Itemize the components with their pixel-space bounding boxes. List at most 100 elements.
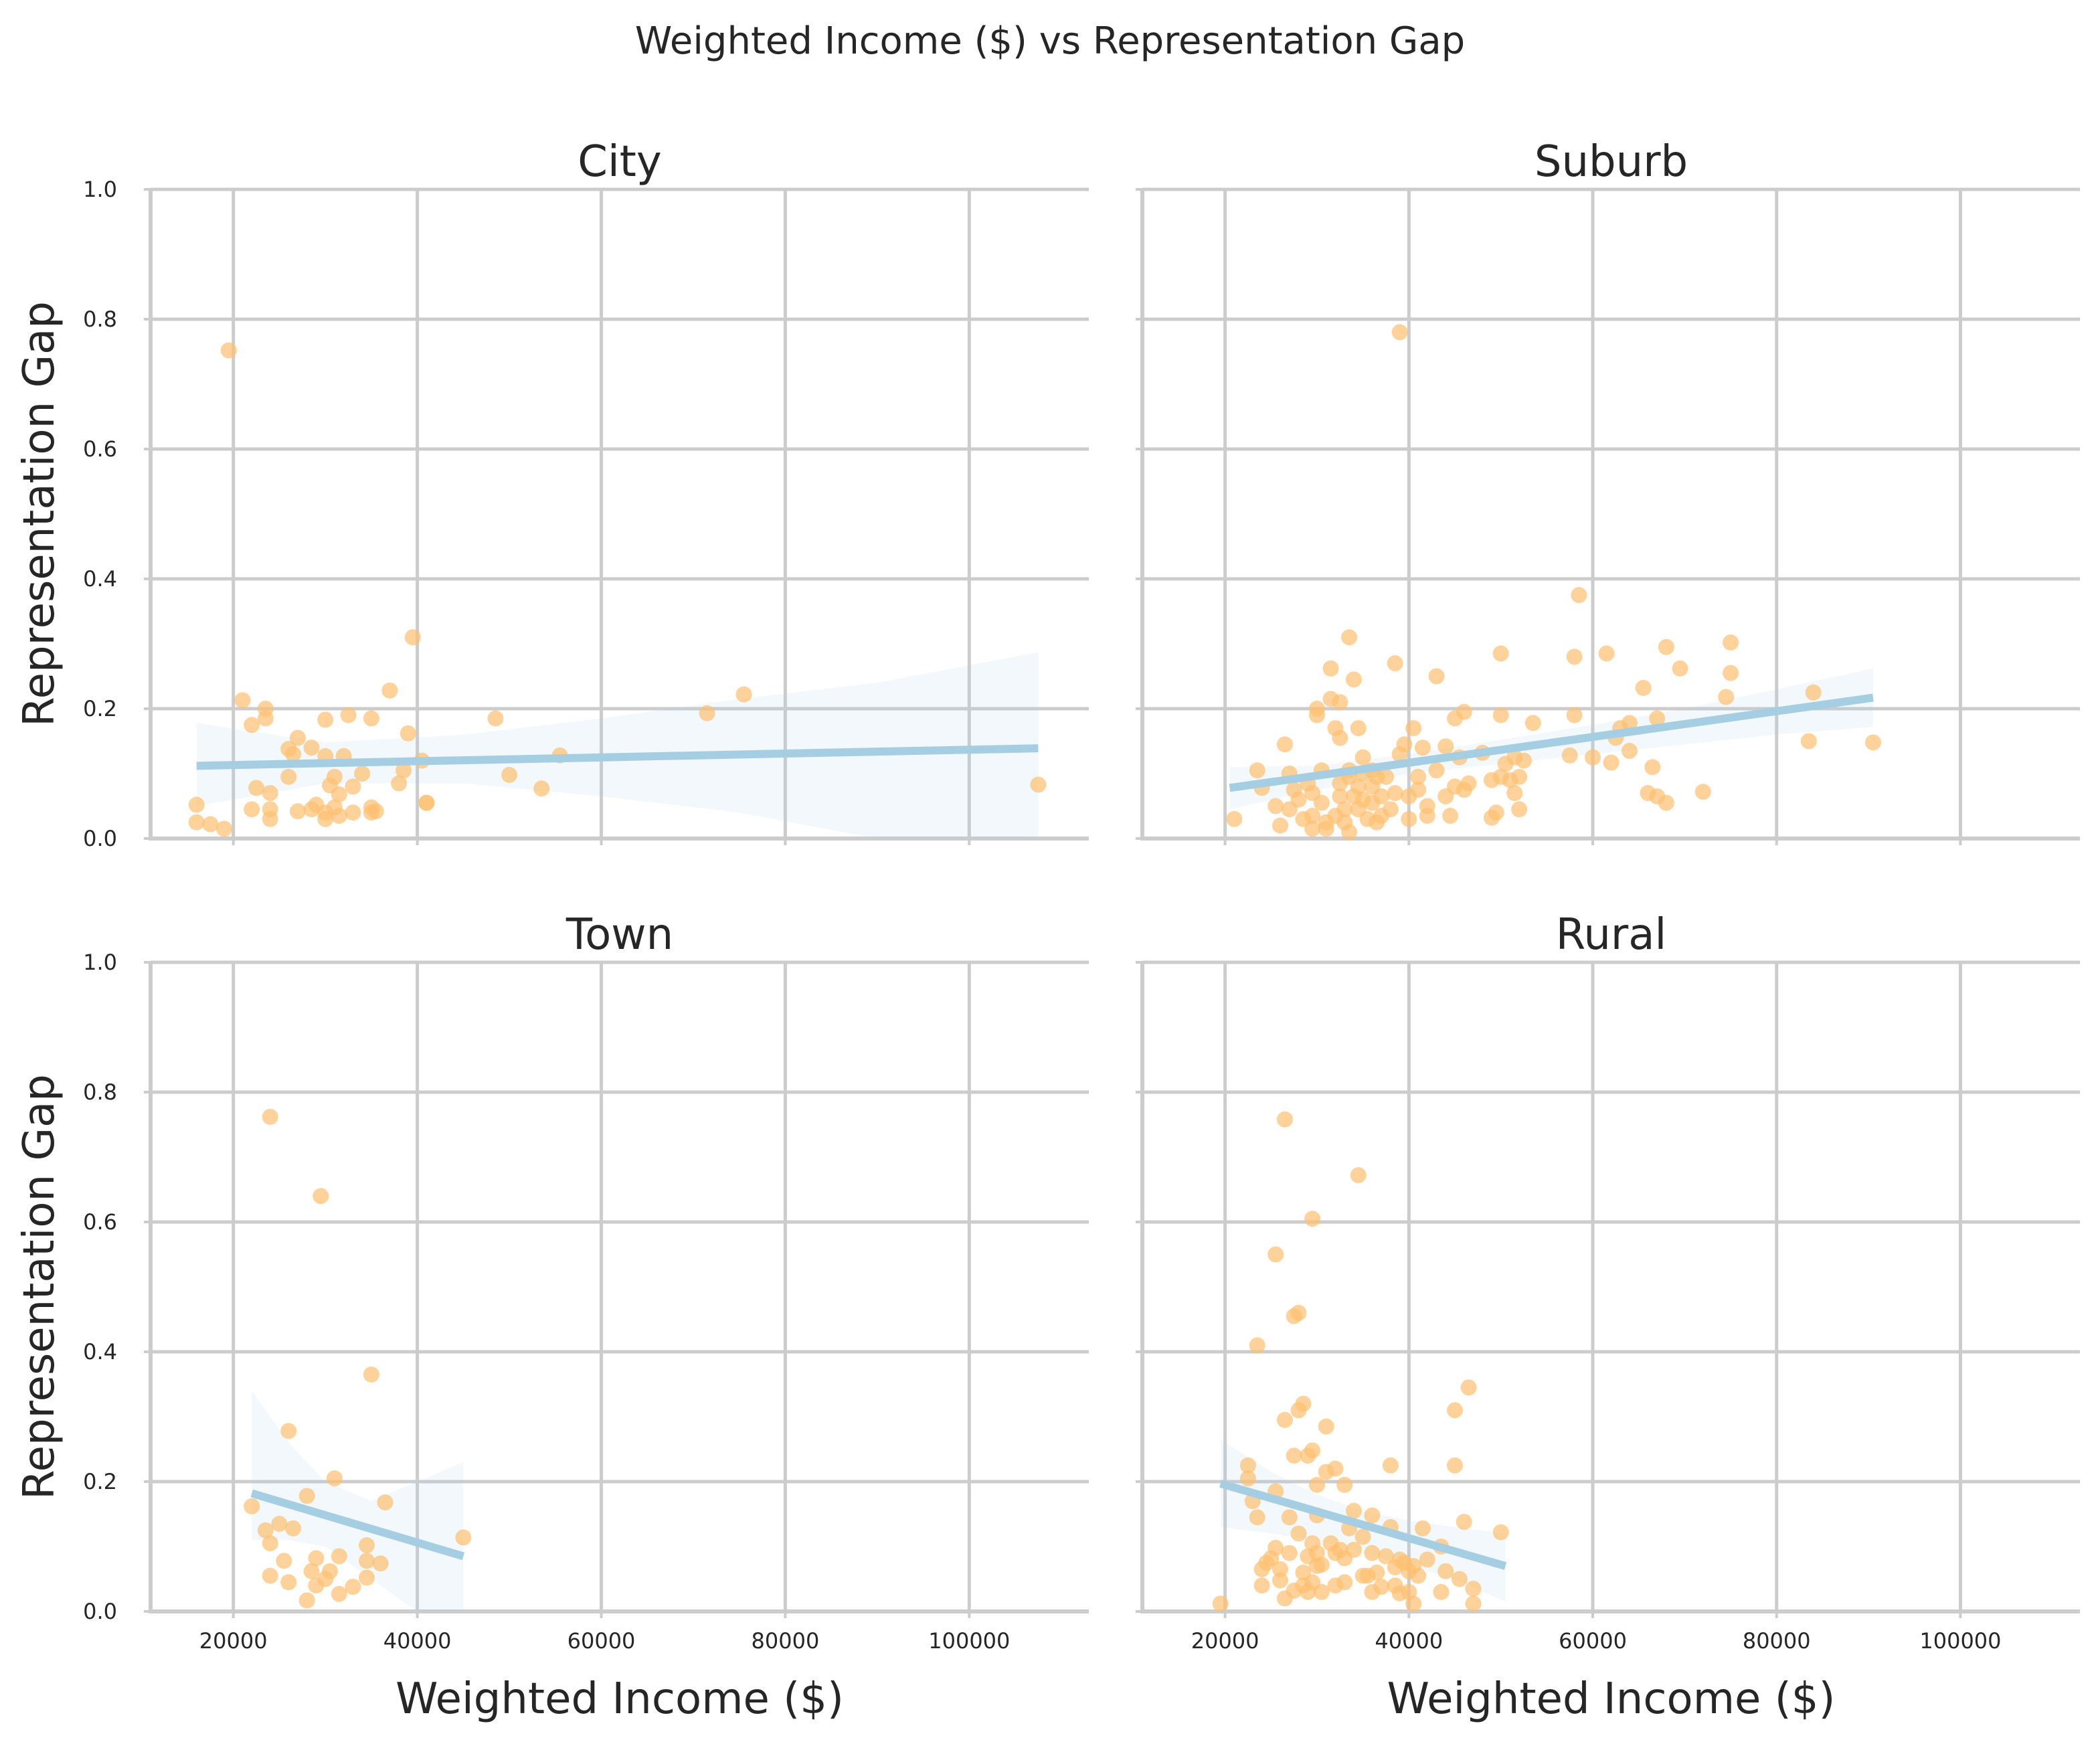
data-point: [1644, 759, 1661, 776]
data-point: [1391, 324, 1408, 341]
regression-line: [1229, 693, 1874, 792]
data-point: [1447, 1457, 1463, 1474]
data-point: [1281, 1545, 1298, 1561]
data-point: [1364, 1545, 1381, 1561]
data-point: [1405, 1595, 1422, 1612]
data-point: [699, 705, 715, 721]
data-point: [735, 686, 752, 703]
data-point: [234, 692, 251, 709]
data-point: [1410, 782, 1427, 798]
data-point: [1635, 679, 1652, 696]
data-point: [1373, 788, 1390, 804]
data-point: [202, 816, 219, 832]
x-tick-label: 20000: [199, 1628, 268, 1654]
data-point: [331, 808, 347, 824]
data-point: [262, 785, 278, 802]
x-tick-label: 40000: [1375, 1628, 1443, 1654]
data-point: [1345, 1502, 1362, 1519]
data-point: [326, 768, 343, 785]
data-point: [317, 810, 334, 827]
data-point: [1561, 747, 1578, 764]
regression-line: [250, 1489, 465, 1561]
data-point: [367, 803, 384, 820]
data-point: [220, 342, 237, 359]
data-point: [1336, 801, 1353, 818]
x-tick-label: 100000: [928, 1628, 1010, 1654]
data-point: [1585, 749, 1601, 766]
panel-rural: Rural 20000 40000 60000 80000 100000 Weighted …: [1136, 910, 2080, 1724]
data-point: [331, 1548, 347, 1565]
data-point: [322, 1563, 339, 1579]
data-point: [359, 1569, 375, 1586]
regression-line: [196, 744, 1039, 770]
data-point: [262, 1567, 278, 1584]
data-point: [1290, 1304, 1307, 1321]
data-point: [1272, 1572, 1289, 1589]
data-point: [215, 820, 232, 837]
data-point: [1723, 634, 1739, 651]
x-tick-label: 80000: [752, 1628, 820, 1654]
data-point: [1249, 762, 1265, 779]
data-point: [1239, 1457, 1256, 1474]
data-point: [1566, 707, 1583, 723]
x-axis-label: Weighted Income ($): [1387, 1674, 1836, 1724]
data-point: [1396, 736, 1413, 753]
data-point: [1621, 743, 1638, 760]
data-point: [363, 1366, 379, 1383]
data-point: [1318, 820, 1334, 837]
data-point: [1377, 768, 1394, 785]
panel-suburb: Suburb: [1136, 137, 2080, 845]
data-point: [1516, 752, 1533, 769]
data-point: [1345, 671, 1362, 688]
data-point: [1442, 808, 1459, 824]
data-point: [1419, 808, 1435, 824]
data-point: [1350, 778, 1367, 795]
data-point: [1672, 660, 1688, 677]
data-point: [1382, 801, 1399, 818]
data-point: [280, 1574, 297, 1591]
data-point: [1460, 1379, 1477, 1396]
data-point: [1387, 655, 1403, 672]
data-point: [1332, 788, 1348, 804]
data-point: [455, 1529, 472, 1546]
data-point: [313, 1188, 329, 1205]
data-point: [1304, 820, 1321, 837]
data-point: [391, 775, 408, 792]
data-point: [331, 1585, 347, 1602]
data-point: [381, 682, 398, 699]
data-point: [1805, 684, 1822, 701]
x-tick-label: 100000: [1919, 1628, 2001, 1654]
panel-title: Rural: [1556, 910, 1666, 960]
data-point: [1364, 1507, 1381, 1524]
data-point: [331, 786, 347, 803]
data-point: [1492, 1524, 1509, 1541]
data-point: [1322, 660, 1339, 677]
data-point: [501, 766, 518, 783]
data-point: [1723, 665, 1739, 681]
data-point: [359, 1553, 375, 1569]
data-point: [1447, 1402, 1463, 1419]
data-point: [257, 1522, 274, 1539]
data-point: [1373, 1579, 1390, 1595]
data-point: [257, 710, 274, 727]
data-point: [1369, 1564, 1385, 1581]
data-point: [1524, 715, 1541, 731]
data-point: [1621, 715, 1638, 731]
facet-grid: City 0.0 0.2 0.4 0.6 0.8 1.0 Representation Gap…: [15, 137, 2080, 1724]
data-point: [244, 1498, 260, 1514]
data-point: [1308, 707, 1325, 723]
data-point: [1212, 1595, 1229, 1612]
data-point: [1571, 587, 1587, 604]
data-point: [1433, 1583, 1450, 1600]
data-point: [1566, 648, 1583, 665]
data-point: [1864, 734, 1881, 751]
data-point: [354, 766, 371, 782]
data-point: [533, 780, 550, 797]
data-point: [1239, 1470, 1256, 1487]
data-point: [1336, 1574, 1353, 1591]
data-point: [1387, 785, 1403, 802]
data-point: [1345, 1541, 1362, 1558]
data-point: [1465, 1581, 1482, 1597]
x-tick-label: 40000: [383, 1628, 452, 1654]
